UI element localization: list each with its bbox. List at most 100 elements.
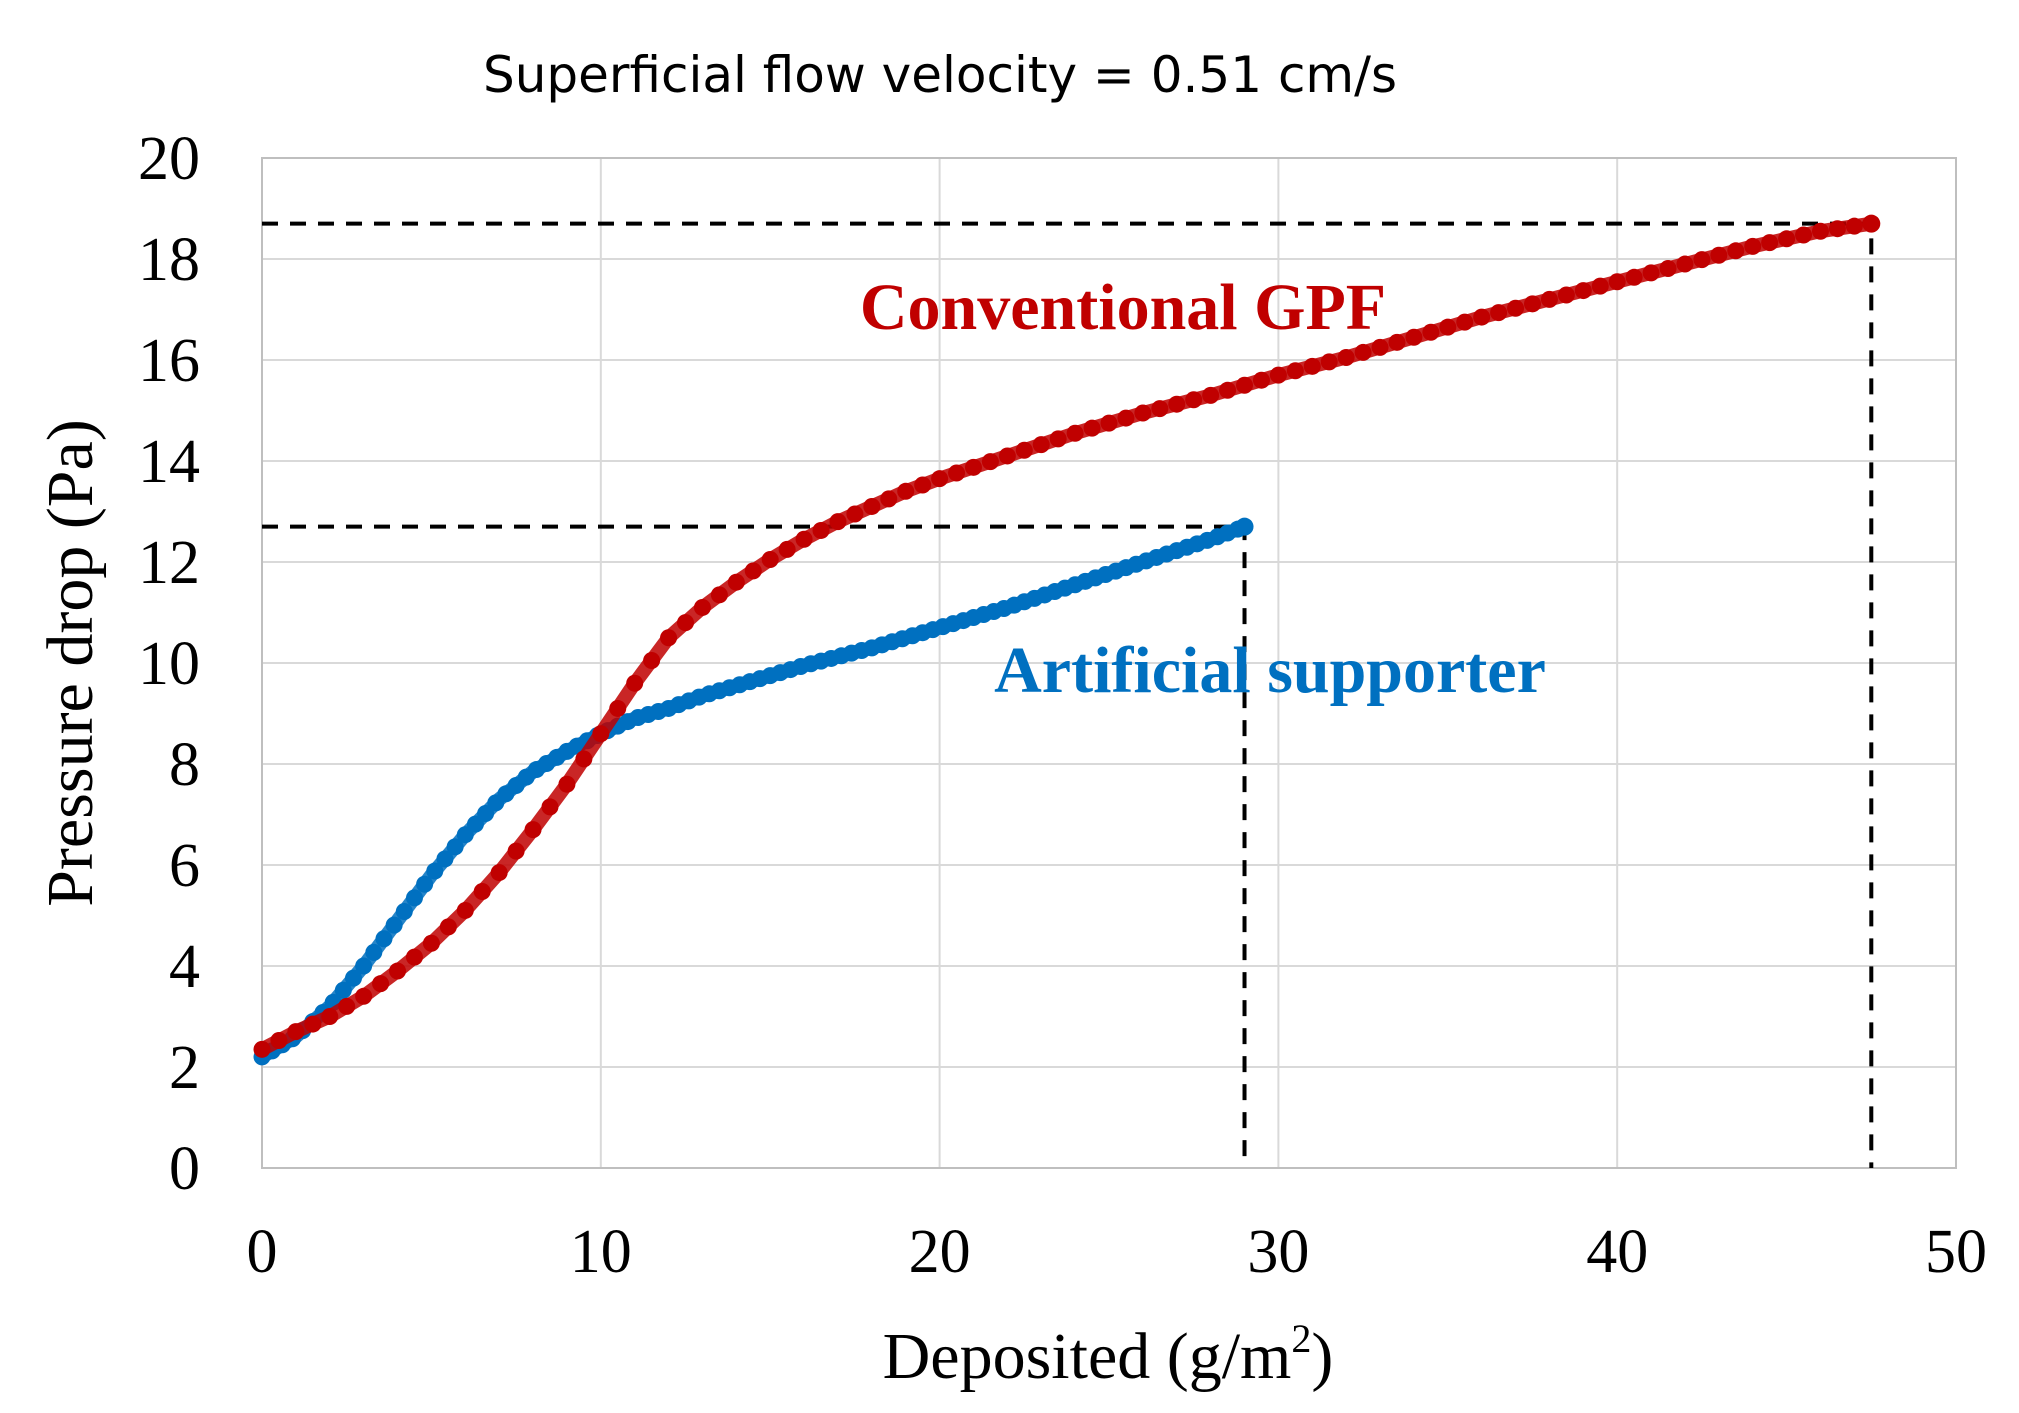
- data-point: [1557, 286, 1575, 304]
- y-tick-label: 10: [138, 630, 200, 698]
- y-tick-label: 6: [169, 832, 200, 900]
- data-point: [948, 464, 966, 482]
- data-point: [1845, 217, 1863, 235]
- data-point: [1795, 226, 1813, 244]
- data-point: [1693, 251, 1711, 269]
- data-point: [1659, 259, 1677, 277]
- data-point: [897, 482, 915, 500]
- data-point: [1320, 353, 1338, 371]
- data-point: [365, 943, 383, 961]
- data-point: [643, 651, 661, 669]
- x-axis-label-superscript: 2: [1291, 1316, 1311, 1361]
- x-axis-label: Deposited (g/m2): [883, 1316, 1334, 1393]
- data-point: [609, 699, 627, 717]
- data-point: [626, 674, 644, 692]
- x-tick-label: 10: [570, 1218, 632, 1286]
- x-axis-label-suffix: ): [1311, 1320, 1333, 1393]
- data-point: [1727, 242, 1745, 260]
- data-point: [375, 930, 393, 948]
- x-axis-label-text: Deposited (g/m: [883, 1320, 1292, 1393]
- y-tick-label: 0: [169, 1135, 200, 1203]
- data-point: [1710, 246, 1728, 264]
- data-point: [1354, 343, 1372, 361]
- data-point: [1219, 381, 1237, 399]
- data-point: [1524, 295, 1541, 313]
- data-point: [660, 629, 678, 647]
- data-point: [744, 562, 762, 580]
- data-point: [880, 490, 898, 508]
- data-point: [1286, 362, 1304, 380]
- x-tick-label: 50: [1925, 1218, 1987, 1286]
- data-point: [1507, 299, 1525, 317]
- plot-frame: [261, 157, 1957, 1169]
- data-point: [446, 838, 464, 856]
- data-point: [334, 981, 352, 999]
- data-point: [1490, 304, 1508, 322]
- data-point: [304, 1015, 322, 1033]
- data-point: [778, 540, 796, 558]
- data-point: [1388, 333, 1406, 351]
- data-point: [321, 1008, 339, 1025]
- data-point: [1100, 414, 1118, 432]
- y-tick-label: 20: [138, 125, 200, 193]
- data-point: [524, 821, 542, 839]
- data-point: [338, 997, 356, 1015]
- data-point: [456, 901, 474, 919]
- data-point: [1168, 395, 1186, 413]
- data-point: [1608, 273, 1626, 291]
- data-point: [1151, 400, 1169, 418]
- y-tick-label: 2: [169, 1034, 200, 1102]
- y-tick-label: 12: [138, 529, 200, 597]
- chart-title: Superficial flow velocity = 0.51 cm/s: [483, 46, 1397, 104]
- data-point: [964, 458, 982, 476]
- data-point: [812, 521, 830, 539]
- data-point: [473, 883, 491, 901]
- data-point: [1642, 264, 1660, 282]
- data-point: [1473, 308, 1491, 326]
- data-point: [1778, 230, 1796, 248]
- data-point: [1202, 386, 1220, 404]
- data-point: [829, 513, 847, 531]
- data-point: [436, 850, 454, 868]
- data-point: [575, 750, 593, 768]
- data-point: [1676, 255, 1694, 273]
- x-tick-label: 20: [909, 1218, 971, 1286]
- series-conventional-gpf: [253, 214, 1881, 1058]
- data-point: [795, 530, 813, 548]
- data-point: [355, 987, 373, 1005]
- data-point: [1303, 357, 1321, 375]
- data-point: [1456, 313, 1474, 331]
- data-point: [439, 918, 457, 936]
- data-point: [1405, 328, 1423, 346]
- y-tick-label: 16: [138, 327, 200, 395]
- data-point: [1540, 290, 1558, 308]
- data-point: [1371, 338, 1389, 356]
- data-point: [287, 1023, 305, 1041]
- x-tick-label: 0: [247, 1218, 278, 1286]
- data-point: [355, 957, 373, 975]
- data-point: [1337, 348, 1355, 366]
- data-point: [863, 497, 881, 515]
- data-point: [253, 1040, 271, 1058]
- data-point: [372, 975, 390, 993]
- y-tick-label: 4: [169, 933, 200, 1001]
- data-point: [1083, 419, 1101, 437]
- data-point: [344, 969, 362, 987]
- data-point: [710, 586, 728, 604]
- data-point: [1625, 268, 1643, 286]
- data-point: [385, 916, 403, 934]
- y-axis-label: Pressure drop (Pa): [34, 419, 107, 907]
- series-label-conventional-gpf: Conventional GPF: [860, 271, 1386, 344]
- y-tick-labels: 0 2 4 6 8 10 12 14 16 18 20: [138, 125, 200, 1203]
- data-point: [395, 902, 413, 920]
- x-tick-labels: 0 10 20 30 40 50: [247, 1218, 1988, 1286]
- y-tick-label: 8: [169, 731, 200, 799]
- data-point: [1185, 391, 1203, 409]
- data-point: [1032, 436, 1050, 454]
- series-artificial-supporter: [253, 517, 1254, 1066]
- data-point: [490, 864, 508, 882]
- data-point: [405, 948, 423, 966]
- data-point: [477, 804, 495, 822]
